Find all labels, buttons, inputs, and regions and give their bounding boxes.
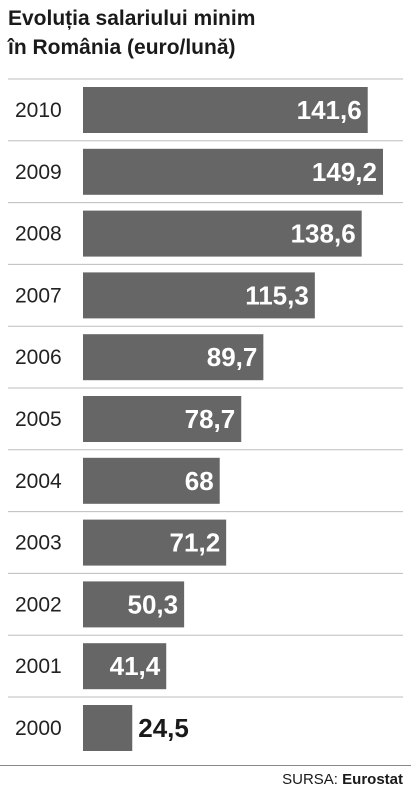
bar (83, 272, 315, 319)
value-label: 50,3 (128, 589, 179, 619)
category-label: 2001 (15, 655, 62, 678)
value-label: 141,6 (297, 95, 362, 125)
category-label: 2010 (15, 99, 62, 122)
bar (83, 705, 133, 751)
category-label: 2005 (15, 408, 62, 431)
value-label: 115,3 (245, 280, 309, 310)
category-label: 2004 (15, 470, 62, 493)
bar (83, 581, 185, 628)
source-value: Eurostat (342, 771, 403, 788)
bar (83, 334, 264, 381)
chart-title-line-1: Evoluția salariului minim (8, 7, 256, 30)
category-label: 2000 (15, 717, 62, 740)
bar (83, 396, 242, 442)
bar (83, 457, 220, 504)
bar-chart: 2010 141,6 2009 149,2 2008 138,6 2007 115,3 2006… (8, 78, 403, 751)
value-label: 149,2 (312, 157, 377, 187)
bar (83, 519, 227, 566)
value-label: 41,4 (110, 651, 161, 681)
value-label: 71,2 (170, 528, 221, 558)
value-label: 78,7 (185, 404, 236, 434)
bar (83, 210, 362, 257)
category-label: 2006 (15, 346, 62, 369)
bar (83, 643, 167, 690)
category-label: 2009 (15, 161, 62, 184)
chart-title: Evoluția salariului minim în România (eu… (8, 4, 403, 62)
bar (83, 87, 368, 133)
category-label: 2008 (15, 223, 62, 246)
bar (83, 148, 383, 195)
chart-title-line-2: în România (euro/lună) (8, 36, 236, 59)
category-label: 2007 (15, 284, 62, 307)
source-footer: SURSA: Eurostat (0, 765, 411, 793)
value-label: 68 (185, 466, 214, 496)
value-label: 24,5 (138, 713, 189, 743)
value-label: 89,7 (207, 342, 258, 372)
category-label: 2003 (15, 532, 62, 555)
value-label: 138,6 (291, 219, 356, 249)
category-label: 2002 (15, 593, 62, 616)
source-label: SURSA: (282, 771, 338, 788)
